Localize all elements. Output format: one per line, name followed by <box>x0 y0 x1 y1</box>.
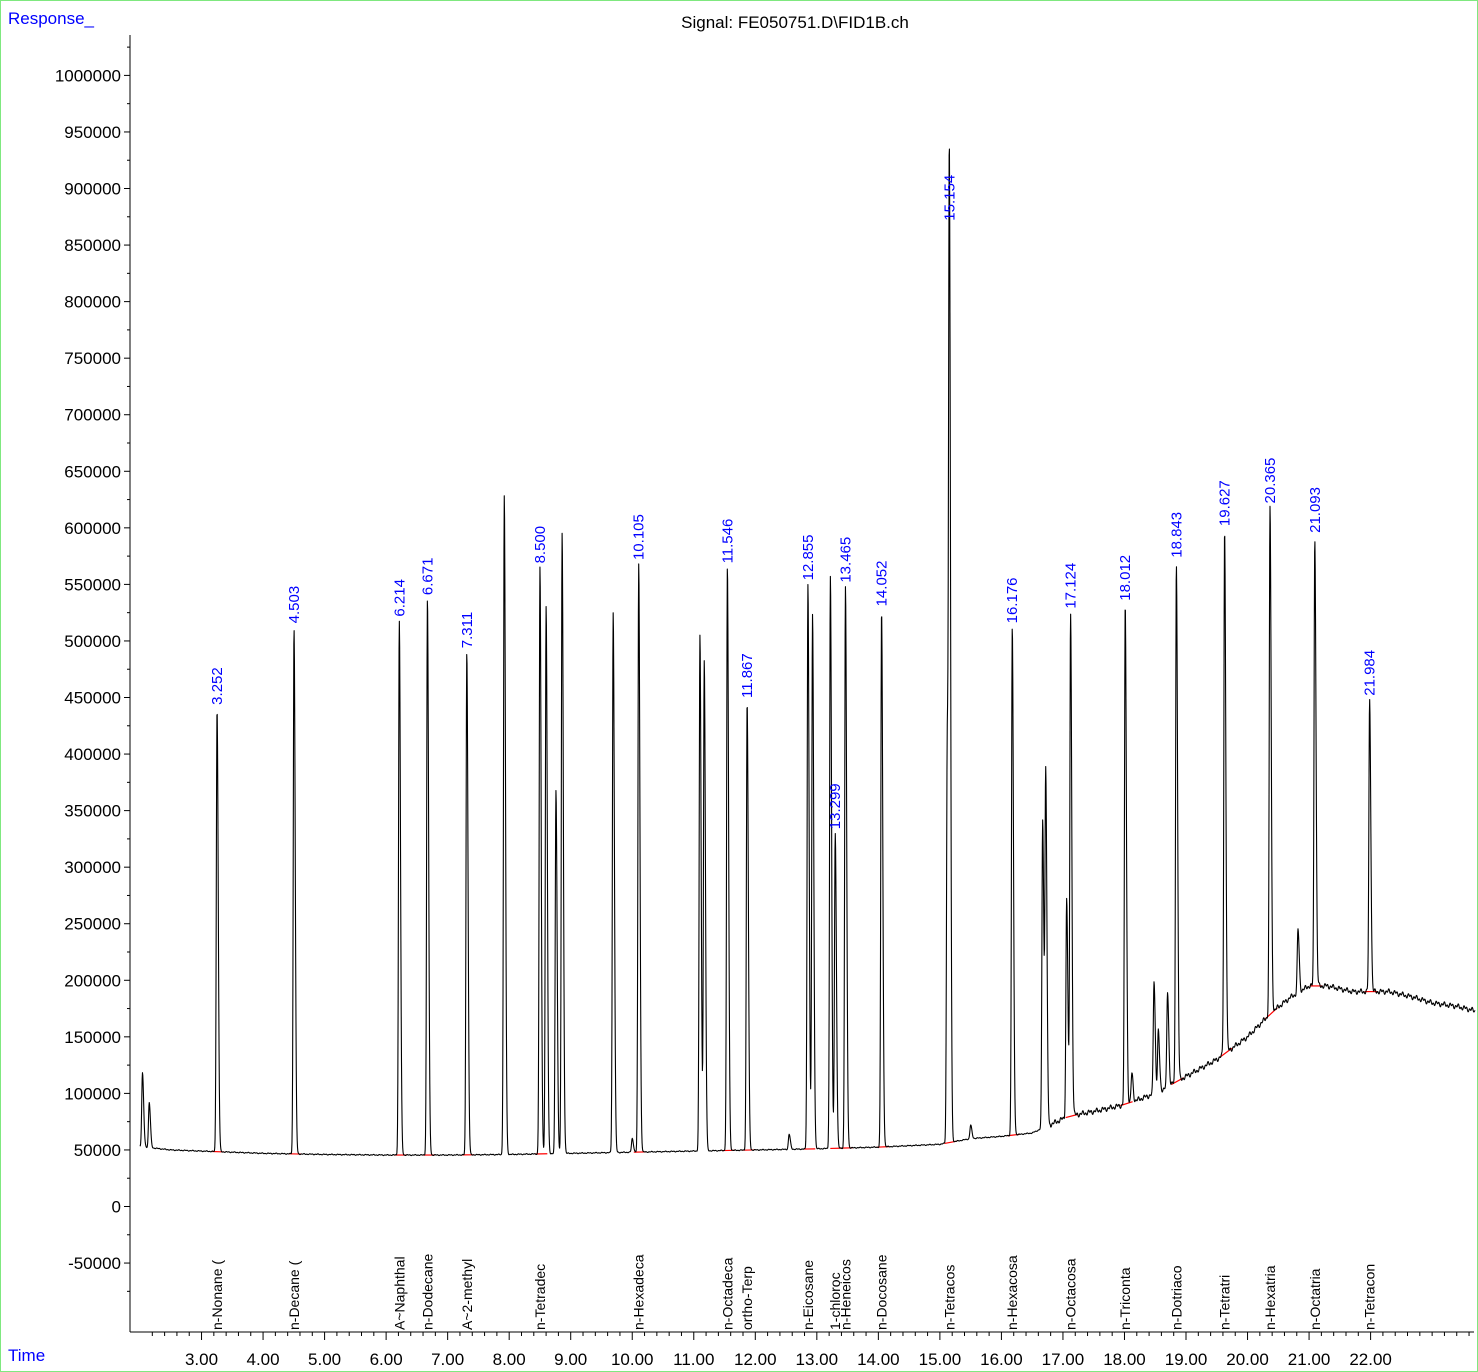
x-tick-label: 15.00 <box>919 1350 962 1369</box>
x-tick-label: 16.00 <box>980 1350 1023 1369</box>
peak-retention-label: 20.365 <box>1262 458 1279 504</box>
x-tick-label: 14.00 <box>857 1350 900 1369</box>
x-tick-label: 13.00 <box>796 1350 839 1369</box>
y-tick-label: 250000 <box>64 915 121 934</box>
compound-label: n-Hexadeca <box>631 1254 647 1330</box>
x-tick-label: 7.00 <box>431 1350 464 1369</box>
x-tick-label: 5.00 <box>308 1350 341 1369</box>
y-tick-label: 800000 <box>64 293 121 312</box>
compound-label: n-Octadeca <box>719 1257 735 1330</box>
x-tick-label: 18.00 <box>1103 1350 1146 1369</box>
chart-title: Signal: FE050751.D\FID1B.ch <box>681 13 909 32</box>
compound-label: n-Octacosa <box>1063 1258 1079 1330</box>
x-tick-label: 22.00 <box>1349 1350 1392 1369</box>
y-tick-label: 650000 <box>64 462 121 481</box>
peak-retention-label: 18.012 <box>1117 555 1134 601</box>
y-tick-label: -50000 <box>68 1254 121 1273</box>
signal-trace-group <box>139 148 1476 1157</box>
axes-group: -50000 0 50000 100000 150000 200000 250000 3000… <box>55 35 1474 1369</box>
peak-retention-label: 18.843 <box>1168 512 1185 558</box>
y-tick-label: 100000 <box>64 1084 121 1103</box>
peak-retention-label: 21.984 <box>1362 650 1379 696</box>
peak-retention-label: 16.176 <box>1004 577 1021 623</box>
y-tick-label: 950000 <box>64 123 121 142</box>
y-tick-label: 900000 <box>64 180 121 199</box>
compound-label: A~Naphthal <box>391 1256 407 1330</box>
peak-retention-label: 11.867 <box>739 653 756 698</box>
compound-label: n-Tetradec <box>532 1264 548 1330</box>
peak-retention-label: 10.105 <box>631 514 648 560</box>
x-tick-label: 17.00 <box>1042 1350 1085 1369</box>
y-tick-label: 300000 <box>64 858 121 877</box>
compound-label-group: n-Nonane ( n-Decane ( A~Naphthal n-Dodecane… <box>209 1254 1378 1330</box>
integration-baseline-group <box>212 985 1377 1156</box>
peak-retention-label: 13.299 <box>827 783 844 829</box>
compound-label: n-Triconta <box>1117 1267 1133 1330</box>
x-tick-label: 19.00 <box>1165 1350 1208 1369</box>
x-tick-label: 12.00 <box>734 1350 777 1369</box>
compound-label: n-Dotriaco <box>1168 1265 1184 1330</box>
compound-label: n-Nonane ( <box>209 1260 225 1330</box>
x-tick-label: 20.00 <box>1226 1350 1269 1369</box>
signal-trace <box>139 148 1476 1157</box>
y-tick-label: 850000 <box>64 236 121 255</box>
compound-label: n-Decane ( <box>286 1260 302 1330</box>
y-tick-label: 450000 <box>64 689 121 708</box>
compound-label: 1-chloroc <box>827 1272 843 1330</box>
peak-retention-label: 17.124 <box>1063 563 1080 609</box>
y-tick-label: 700000 <box>64 406 121 425</box>
x-tick-label: 3.00 <box>185 1350 218 1369</box>
x-tick-label: 4.00 <box>247 1350 280 1369</box>
compound-label: n-Heneicos <box>837 1259 853 1330</box>
y-tick-label: 400000 <box>64 745 121 764</box>
compound-label: A~2-methyl <box>459 1259 475 1330</box>
y-tick-label: 200000 <box>64 971 121 990</box>
y-tick-label: 150000 <box>64 1028 121 1047</box>
compound-label: n-Tetracon <box>1362 1264 1378 1330</box>
y-tick-label: 350000 <box>64 802 121 821</box>
x-axis-title: Time <box>8 1346 46 1365</box>
compound-label: ortho-Terp <box>739 1266 755 1330</box>
peak-retention-label: 14.052 <box>874 561 891 607</box>
peak-retention-label: 4.503 <box>286 586 303 624</box>
peak-retention-label: 21.093 <box>1307 487 1324 533</box>
peak-retention-label: 12.855 <box>800 535 817 581</box>
y-tick-label: 750000 <box>64 349 121 368</box>
peak-retention-label: 6.671 <box>419 558 436 596</box>
y-tick-label: 50000 <box>74 1141 121 1160</box>
compound-label: n-Hexatria <box>1262 1265 1278 1330</box>
x-tick-label: 10.00 <box>611 1350 654 1369</box>
peak-retention-label: 6.214 <box>391 579 408 617</box>
y-tick-label: 550000 <box>64 575 121 594</box>
compound-label: n-Tetratri <box>1217 1275 1233 1330</box>
x-tick-label: 8.00 <box>493 1350 526 1369</box>
y-tick-label: 1000000 <box>55 66 121 85</box>
peak-label-group: 3.252 4.503 6.214 6.671 7.311 8.500 10.105 11.5… <box>209 175 1379 829</box>
peak-retention-label: 11.546 <box>719 519 736 564</box>
compound-label: n-Tetracos <box>941 1265 957 1330</box>
x-tick-label: 11.00 <box>673 1350 714 1369</box>
peak-retention-label: 19.627 <box>1217 480 1234 526</box>
x-tick-label: 21.00 <box>1288 1350 1331 1369</box>
peak-retention-label: 13.465 <box>837 537 854 583</box>
y-tick-label: 600000 <box>64 519 121 538</box>
x-tick-label: 9.00 <box>554 1350 587 1369</box>
peak-retention-label: 3.252 <box>209 667 226 705</box>
compound-label: n-Octatria <box>1307 1268 1323 1330</box>
y-axis-title: Response_ <box>8 9 95 28</box>
compound-label: n-Docosane <box>874 1254 890 1330</box>
y-tick-label: 500000 <box>64 632 121 651</box>
compound-label: n-Dodecane <box>419 1254 435 1330</box>
y-tick-label: 0 <box>112 1198 121 1217</box>
compound-label: n-Hexacosa <box>1004 1255 1020 1330</box>
peak-retention-label: 8.500 <box>532 526 549 564</box>
peak-retention-label: 7.311 <box>459 612 476 648</box>
compound-label: n-Eicosane <box>800 1260 816 1330</box>
peak-retention-label: 15.154 <box>941 175 958 221</box>
x-tick-label: 6.00 <box>370 1350 403 1369</box>
